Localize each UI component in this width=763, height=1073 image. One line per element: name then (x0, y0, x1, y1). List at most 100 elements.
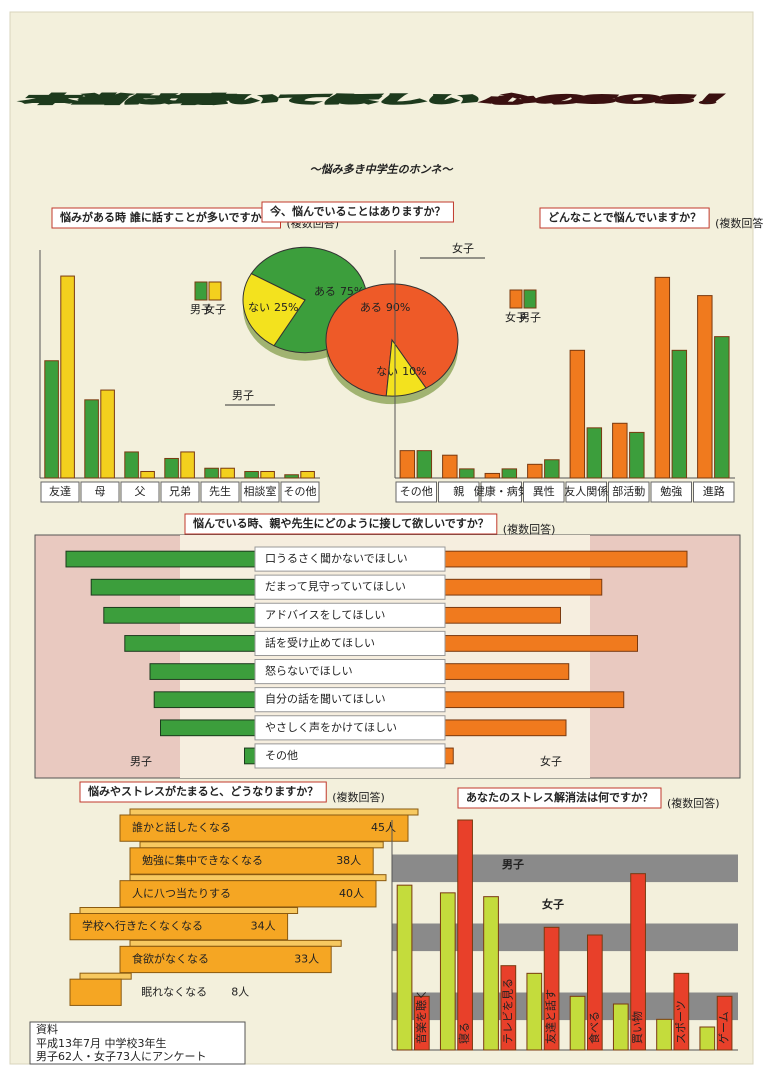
category-box (395, 481, 437, 503)
bar-label: 眠れなくなる (141, 985, 207, 998)
bar (149, 663, 256, 680)
bar (100, 389, 115, 479)
bar (260, 470, 275, 479)
category-label: アドバイスをしてほしい (265, 608, 385, 621)
chart-title-box (261, 201, 454, 223)
legend-label: 女子 (505, 310, 527, 324)
bar (84, 399, 99, 479)
bar (119, 814, 409, 842)
bar (544, 459, 560, 479)
category-box (608, 481, 650, 503)
category-label: その他 (265, 749, 298, 762)
bar (244, 470, 259, 479)
bar (164, 457, 179, 479)
bar (586, 934, 603, 1051)
category-label: 食べる (587, 1011, 601, 1044)
pie-label: ない (376, 365, 398, 378)
bar (416, 450, 433, 479)
category-label: 兄弟 (169, 485, 191, 498)
category-box (650, 481, 692, 503)
category-label: 進路 (703, 485, 725, 498)
category-label: 異性 (533, 484, 555, 498)
bar-value-label: 33人 (294, 952, 319, 965)
bar-top (129, 808, 419, 816)
bar-top (79, 907, 299, 914)
bar (284, 474, 299, 479)
legend-swatch (523, 289, 537, 309)
legend-label: 男子 (502, 858, 524, 871)
category-box (254, 743, 446, 769)
category-box (254, 602, 446, 628)
chart-title-box (79, 781, 327, 803)
bar (160, 719, 256, 737)
bar (244, 747, 256, 765)
bar (654, 276, 671, 479)
category-label: 勉強 (660, 484, 682, 498)
category-label: その他 (284, 485, 317, 498)
legend-swatch (208, 281, 222, 301)
chart-title: どんなことで悩んでいますか？ (548, 210, 701, 224)
bar (69, 978, 122, 1006)
bar (399, 450, 416, 479)
bar (69, 913, 289, 941)
bar-top (139, 841, 384, 849)
bar-value-label: 8人 (231, 985, 249, 998)
bar (697, 295, 713, 479)
bar (60, 275, 75, 479)
chart-title-box (184, 513, 498, 535)
legend-swatch (509, 289, 523, 309)
source-line: 男子62人・女子73人にアンケート (36, 1049, 207, 1063)
subtitle: 〜悩み多き中学生のホンネ〜 (310, 163, 455, 176)
category-box (160, 481, 200, 503)
chart-title: 悩んでいる時、親や先生にどのように接して欲しいですか？ (192, 516, 489, 530)
category-label: 話を受け止めてほしい (265, 635, 375, 649)
bar (612, 1003, 629, 1051)
plot-band (392, 854, 738, 883)
bar-value-label: 34人 (251, 920, 276, 933)
legend-label: 女子 (204, 302, 226, 316)
source-line: 平成13年7月 中学校3年生 (36, 1036, 167, 1050)
bar (442, 454, 458, 479)
bar (444, 550, 688, 568)
bar (501, 468, 518, 479)
legend-swatch (194, 281, 208, 301)
bar (180, 451, 195, 479)
bar-value-label: 38人 (336, 854, 361, 867)
category-label: 親 (453, 485, 464, 498)
category-box (80, 481, 120, 503)
category-label: ゲーム (718, 1011, 731, 1044)
category-box (280, 481, 320, 503)
category-label: 口うるさく聞かないでほしい (265, 552, 408, 565)
bar (629, 431, 645, 479)
category-label: 母 (95, 485, 106, 498)
chart-title: 悩みやストレスがたまると、どうなりますか？ (87, 784, 318, 798)
bar (44, 360, 59, 479)
bar (500, 965, 517, 1051)
bar (413, 995, 430, 1051)
category-label: 友達 (49, 484, 71, 498)
category-label: 音楽を聴く (414, 989, 428, 1044)
bar (630, 873, 646, 1051)
pie-slice (385, 338, 427, 397)
bar (699, 1026, 716, 1051)
chart-title-box (457, 787, 662, 809)
legend-label: 男子 (519, 311, 541, 324)
bar (569, 349, 586, 479)
chart-title: 悩みがある時 誰に話すことが多いですか？ (59, 210, 273, 224)
category-label: 友達と話す (544, 989, 558, 1044)
category-label: スポーツ (674, 1000, 687, 1044)
bar-value-label: 40人 (339, 887, 364, 900)
category-box (254, 546, 446, 572)
bar (140, 470, 155, 479)
source-box (29, 1021, 246, 1065)
bar (439, 892, 456, 1051)
category-label: 先生 (209, 484, 231, 498)
title-main: 本当は聴いてほしい (22, 93, 479, 106)
chart-note: (複数回答) (667, 796, 720, 810)
bar-label: 誰かと話したくなる (132, 820, 231, 834)
category-box (523, 481, 565, 503)
bar-label: 勉強に集中できなくなる (142, 853, 263, 867)
category-label: 健康・病気 (474, 484, 529, 498)
pie-value-label: 25% (274, 301, 298, 314)
bar (714, 336, 730, 479)
